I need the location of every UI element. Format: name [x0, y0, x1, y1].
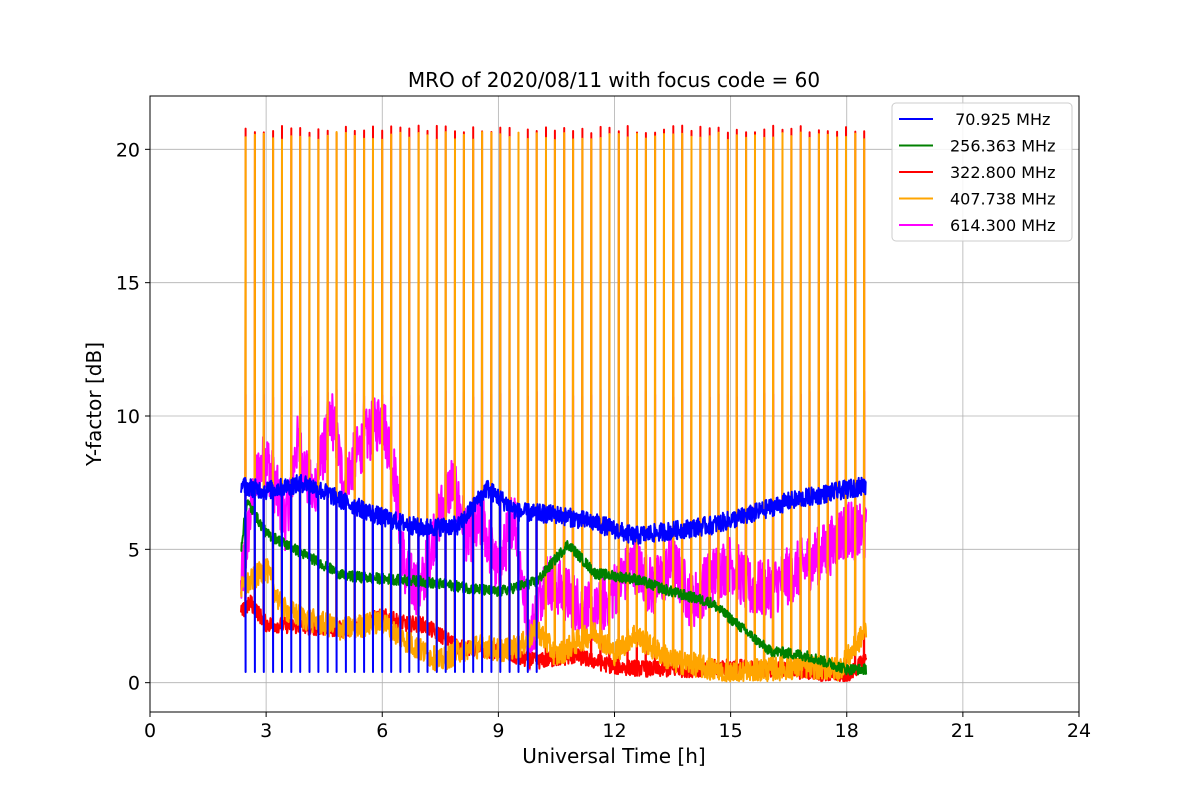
y-tick-label: 0 — [128, 673, 140, 695]
legend-label: 407.738 MHz — [950, 190, 1055, 209]
y-axis-ticks: 0 5 10 15 20 — [116, 139, 150, 695]
x-tick-label: 3 — [260, 720, 272, 742]
legend-label: 322.800 MHz — [950, 163, 1055, 182]
y-tick-label: 20 — [116, 139, 140, 161]
x-tick-label: 6 — [376, 720, 388, 742]
x-tick-label: 12 — [602, 720, 626, 742]
x-tick-label: 15 — [719, 720, 743, 742]
legend: 70.925 MHz 256.363 MHz 322.800 MHz 407.738 … — [891, 102, 1073, 242]
x-tick-label: 24 — [1067, 720, 1091, 742]
chart-title: MRO of 2020/08/11 with focus code = 60 — [408, 68, 820, 92]
x-axis-label: Universal Time [h] — [522, 744, 705, 768]
y-tick-label: 5 — [128, 539, 140, 561]
x-tick-label: 21 — [951, 720, 975, 742]
x-tick-label: 18 — [835, 720, 859, 742]
series-line — [240, 473, 867, 673]
y-tick-label: 15 — [116, 273, 140, 295]
series-layer — [240, 124, 868, 683]
x-tick-label: 9 — [492, 720, 504, 742]
x-tick-label: 0 — [144, 720, 156, 742]
y-tick-label: 10 — [116, 406, 140, 428]
y-axis-label: Y-factor [dB] — [82, 342, 106, 467]
x-axis-ticks: 0 3 6 9 12 15 18 21 24 — [144, 712, 1091, 742]
legend-label: 614.300 MHz — [950, 216, 1055, 235]
legend-label: 256.363 MHz — [950, 137, 1055, 156]
legend-box — [891, 102, 1073, 242]
legend-label: 70.925 MHz — [950, 110, 1050, 129]
